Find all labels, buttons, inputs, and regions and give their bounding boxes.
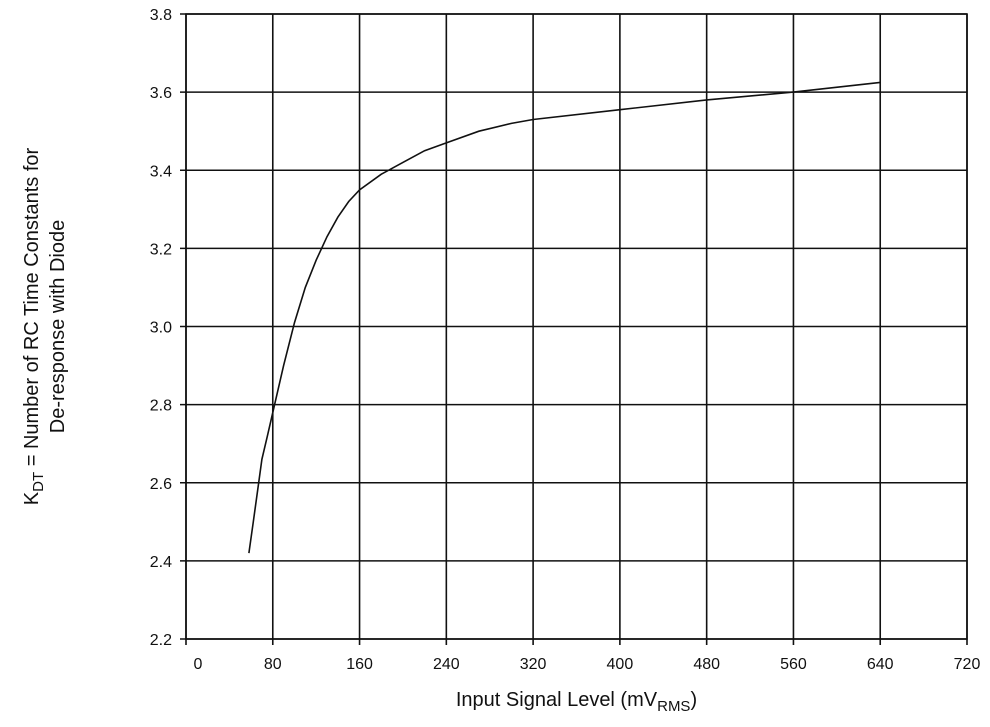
y-tick-label: 2.2 bbox=[150, 632, 172, 649]
y-axis-title-rest: = Number of RC Time Constants for bbox=[21, 147, 43, 471]
grid-lines bbox=[180, 13, 968, 645]
y-tick-label: 3.6 bbox=[150, 85, 172, 102]
y-axis-title-subscript: DT bbox=[30, 472, 47, 492]
y-tick-label: 2.6 bbox=[150, 476, 172, 493]
series-line bbox=[248, 81, 881, 554]
x-axis-title-main: Input Signal Level (mV bbox=[456, 689, 658, 711]
x-tick-label: 0 bbox=[194, 656, 203, 673]
x-tick-label: 320 bbox=[520, 656, 547, 673]
y-tick-label: 3.8 bbox=[150, 7, 172, 24]
y-axis-title: KDT = Number of RC Time Constants for De… bbox=[21, 147, 69, 505]
x-tick-label: 160 bbox=[346, 656, 373, 673]
x-axis-ticks: 0 80 160 240 320 400 480 560 640 720 bbox=[194, 656, 981, 673]
y-axis-ticks: 2.2 2.4 2.6 2.8 3.0 3.2 3.4 3.6 3.8 bbox=[150, 7, 172, 649]
x-axis-title-subscript: RMS bbox=[657, 698, 690, 715]
x-tick-label: 400 bbox=[607, 656, 634, 673]
x-axis-title-end: ) bbox=[690, 689, 697, 711]
y-axis-title-line2: De-response with Diode bbox=[47, 220, 69, 433]
x-tick-label: 560 bbox=[780, 656, 807, 673]
y-tick-label: 3.4 bbox=[150, 163, 172, 180]
x-tick-label: 480 bbox=[693, 656, 720, 673]
x-tick-label: 240 bbox=[433, 656, 460, 673]
y-tick-label: 3.0 bbox=[150, 320, 172, 337]
y-tick-label: 3.2 bbox=[150, 241, 172, 258]
y-axis-title-k: K bbox=[21, 491, 43, 505]
x-axis-title: Input Signal Level (mVRMS) bbox=[456, 689, 697, 715]
x-tick-label: 80 bbox=[264, 656, 282, 673]
y-tick-label: 2.8 bbox=[150, 398, 172, 415]
x-tick-label: 640 bbox=[867, 656, 894, 673]
x-tick-label: 720 bbox=[954, 656, 981, 673]
y-axis-title-line1: KDT = Number of RC Time Constants for bbox=[21, 147, 47, 505]
plot-frame bbox=[185, 13, 968, 640]
y-tick-label: 2.4 bbox=[150, 554, 172, 571]
